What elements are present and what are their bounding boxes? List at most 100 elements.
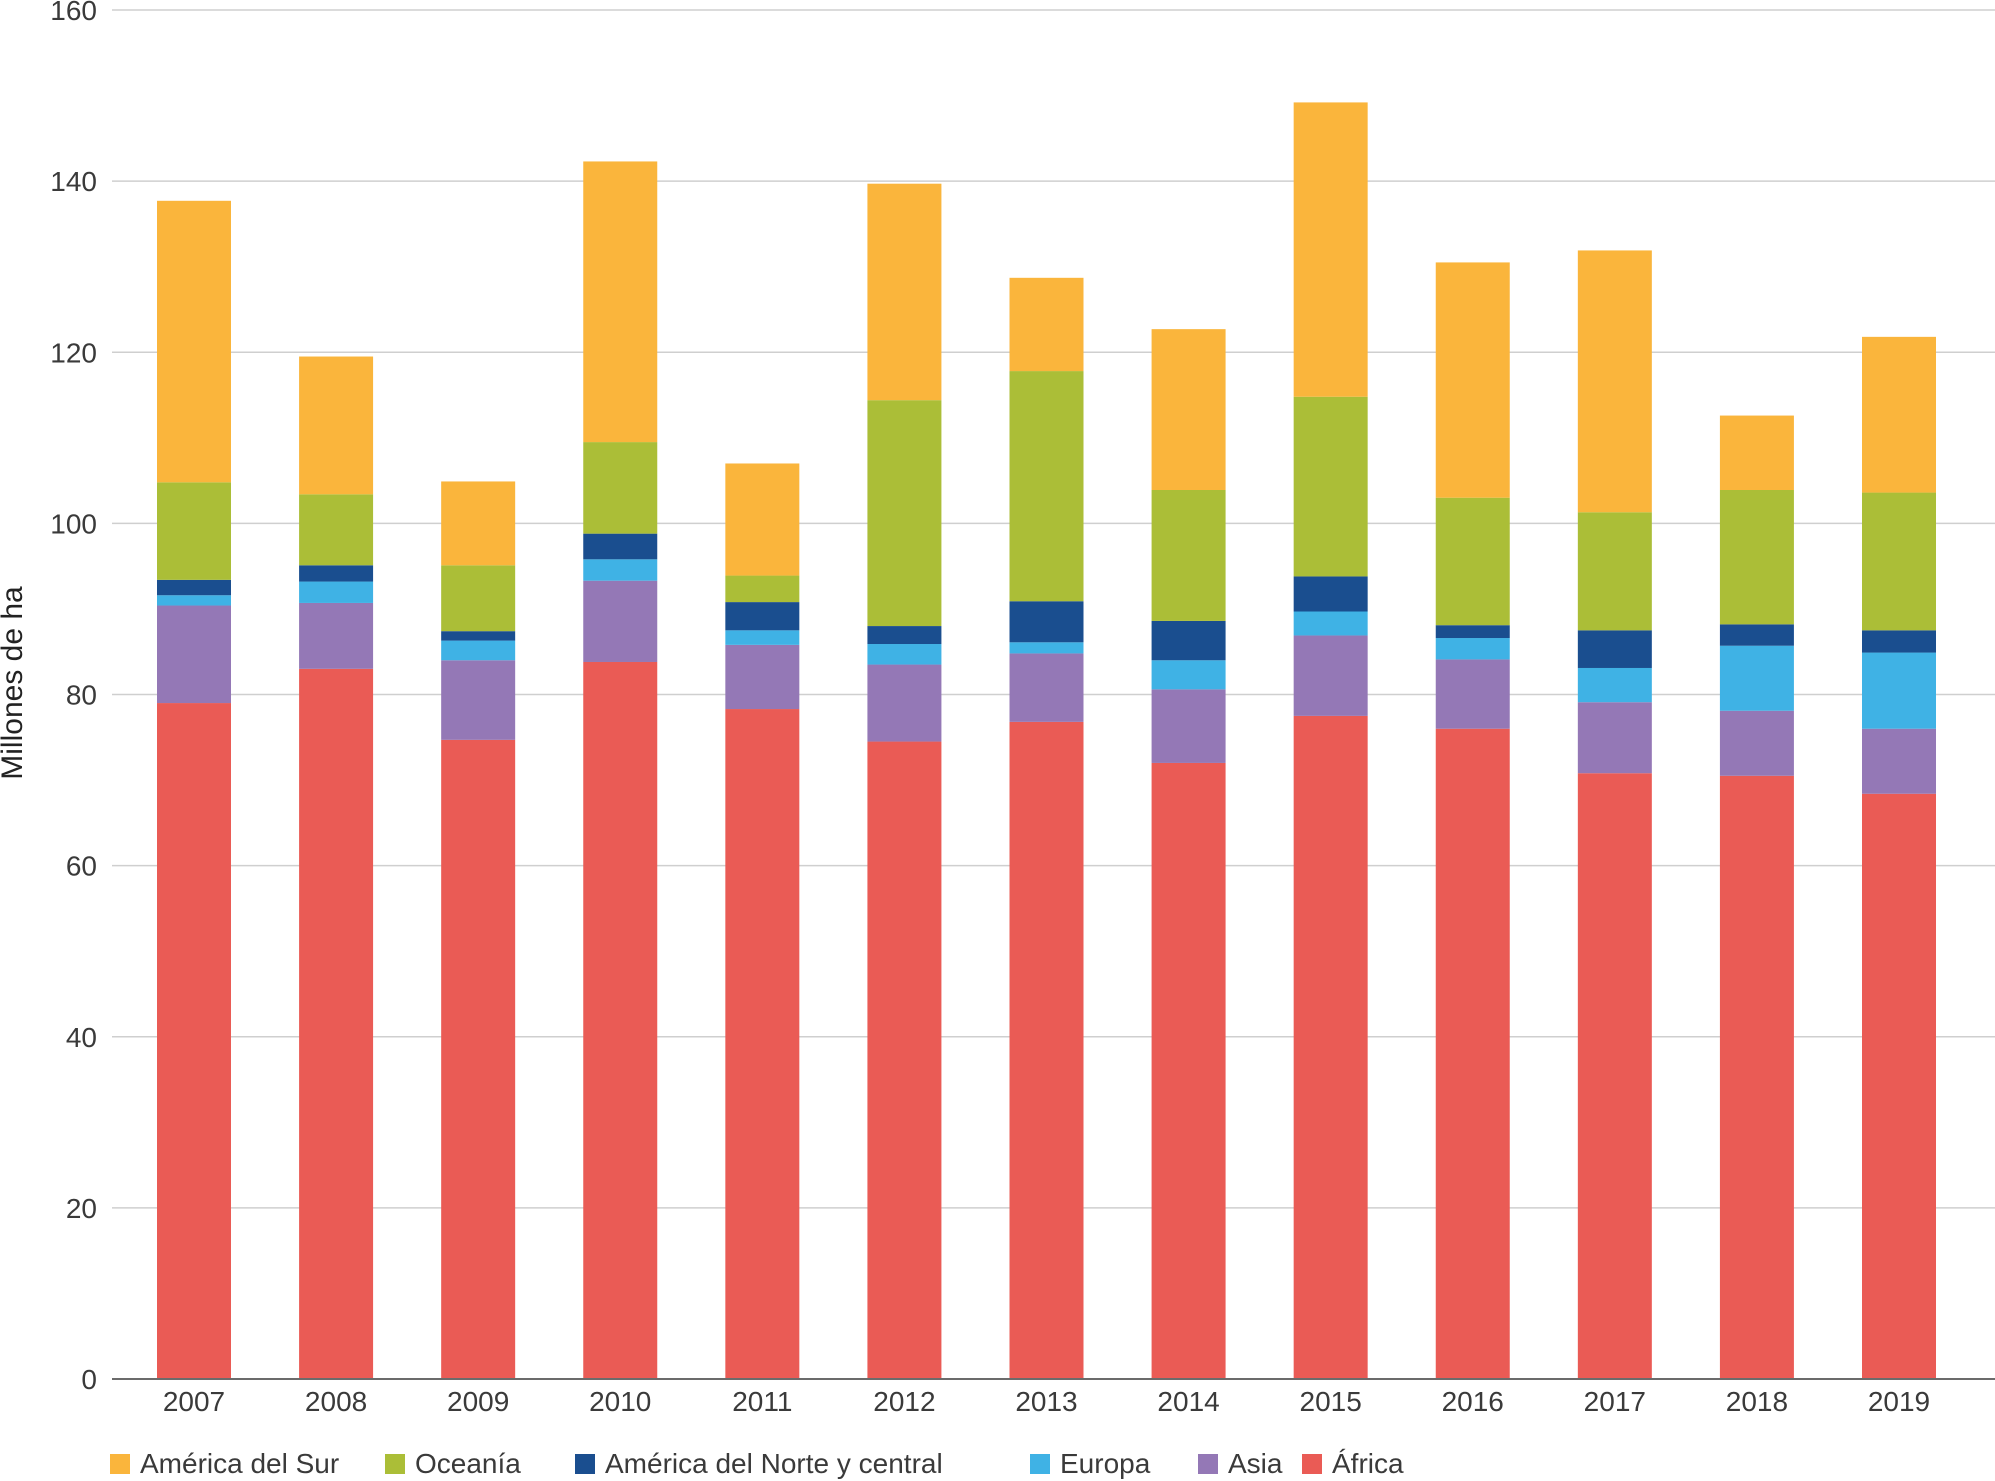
bar-segment (157, 595, 231, 606)
bar-segment (1435, 497, 1510, 626)
bar-segment (1151, 689, 1226, 763)
bar-segment (1293, 576, 1368, 612)
bar-segment (1577, 512, 1652, 631)
bar-segment (1719, 645, 1794, 711)
bar-segment (299, 494, 374, 566)
legend-swatch (1030, 1454, 1050, 1474)
bar-segment (1151, 762, 1226, 1379)
axes: 0 20 40 60 80 100 120 140 160 2007 2008 2009 2010 201… (50, 0, 1995, 1417)
bar-segment (1862, 793, 1936, 1379)
bar-segment (1719, 710, 1794, 776)
bar-segment (1293, 396, 1368, 577)
legend-label: Europa (1060, 1448, 1151, 1479)
bar-segment (583, 161, 658, 443)
bars (157, 102, 1936, 1379)
bar-segment (1577, 250, 1652, 513)
bar-segment (157, 605, 231, 704)
bar-segment (1293, 102, 1368, 397)
y-axis-title: Millones de ha (0, 586, 29, 780)
bar-segment (583, 533, 658, 560)
bar-segment (1719, 415, 1794, 491)
y-tick-label: 60 (66, 851, 97, 882)
bar-segment (583, 580, 658, 662)
legend-label: África (1332, 1448, 1404, 1479)
bar-segment (583, 559, 658, 581)
bar-segment (1293, 611, 1368, 636)
x-tick-label: 2012 (873, 1386, 935, 1417)
x-tick-label: 2017 (1584, 1386, 1646, 1417)
bar-segment (157, 579, 231, 596)
bar-segment (1862, 652, 1936, 729)
y-tick-label: 160 (50, 0, 97, 26)
bar-segment (441, 631, 516, 641)
bar-segment (441, 739, 516, 1379)
bar-segment (1009, 721, 1084, 1379)
bar-segment (1009, 653, 1084, 722)
bar-segment (299, 602, 374, 669)
bar-segment (1009, 601, 1084, 643)
bar-segment (1719, 775, 1794, 1379)
bar-segment (1009, 371, 1084, 602)
bar-segment (157, 482, 231, 580)
bar-segment (1151, 620, 1226, 661)
bar-segment (583, 442, 658, 534)
bar-segment (1577, 702, 1652, 774)
bar-segment (867, 626, 942, 645)
bar-segment (1435, 638, 1510, 660)
legend-label: Asia (1228, 1448, 1283, 1479)
bar-segment (867, 644, 942, 665)
bar-segment (867, 741, 942, 1379)
legend-label: Oceanía (415, 1448, 521, 1479)
x-tick-label: 2009 (447, 1386, 509, 1417)
bar-segment (299, 581, 374, 603)
x-tick-label: 2014 (1157, 1386, 1219, 1417)
bar-segment (867, 400, 942, 627)
legend-swatch (575, 1454, 595, 1474)
x-tick-label: 2019 (1868, 1386, 1930, 1417)
x-tick-label: 2008 (305, 1386, 367, 1417)
bar-segment (725, 644, 800, 710)
bar-segment (1577, 630, 1652, 668)
y-tick-label: 140 (50, 166, 97, 197)
x-tick-label: 2016 (1442, 1386, 1504, 1417)
bar-segment (725, 709, 800, 1379)
legend: América del Sur Oceanía América del Norte … (110, 1448, 1404, 1479)
bar-segment (1009, 277, 1084, 372)
bar-segment (1151, 660, 1226, 690)
legend-swatch (1302, 1454, 1322, 1474)
bar-segment (299, 565, 374, 582)
bar-segment (157, 200, 231, 483)
bar-segment (1577, 773, 1652, 1379)
x-tick-label: 2011 (732, 1386, 792, 1417)
bar-segment (1577, 667, 1652, 703)
bar-segment (1862, 336, 1936, 493)
bar-segment (725, 630, 800, 645)
y-tick-label: 100 (50, 508, 97, 539)
bar-segment (1719, 490, 1794, 625)
bar-segment (867, 664, 942, 742)
bar-segment (1435, 262, 1510, 498)
legend-label: América del Norte y central (605, 1448, 943, 1479)
bar-segment (1151, 329, 1226, 491)
bar-segment (725, 602, 800, 631)
bar-segment (1435, 728, 1510, 1379)
bar-segment (441, 481, 516, 566)
x-tick-label: 2013 (1015, 1386, 1077, 1417)
y-tick-label: 120 (50, 337, 97, 368)
x-tick-label: 2010 (589, 1386, 651, 1417)
bar-segment (1862, 630, 1936, 653)
bar-segment (441, 640, 516, 661)
bar-segment (583, 661, 658, 1379)
y-tick-label: 80 (66, 680, 97, 711)
legend-swatch (110, 1454, 130, 1474)
bar-segment (157, 703, 231, 1379)
bar-segment (1293, 715, 1368, 1379)
bar-segment (1862, 492, 1936, 631)
legend-label: América del Sur (140, 1448, 339, 1479)
bar-segment (725, 575, 800, 603)
y-tick-label: 20 (66, 1193, 97, 1224)
bar-segment (867, 183, 942, 401)
y-tick-label: 0 (81, 1364, 97, 1395)
bar-segment (1009, 642, 1084, 654)
